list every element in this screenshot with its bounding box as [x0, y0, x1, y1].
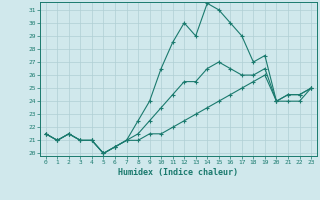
X-axis label: Humidex (Indice chaleur): Humidex (Indice chaleur) [118, 168, 238, 177]
